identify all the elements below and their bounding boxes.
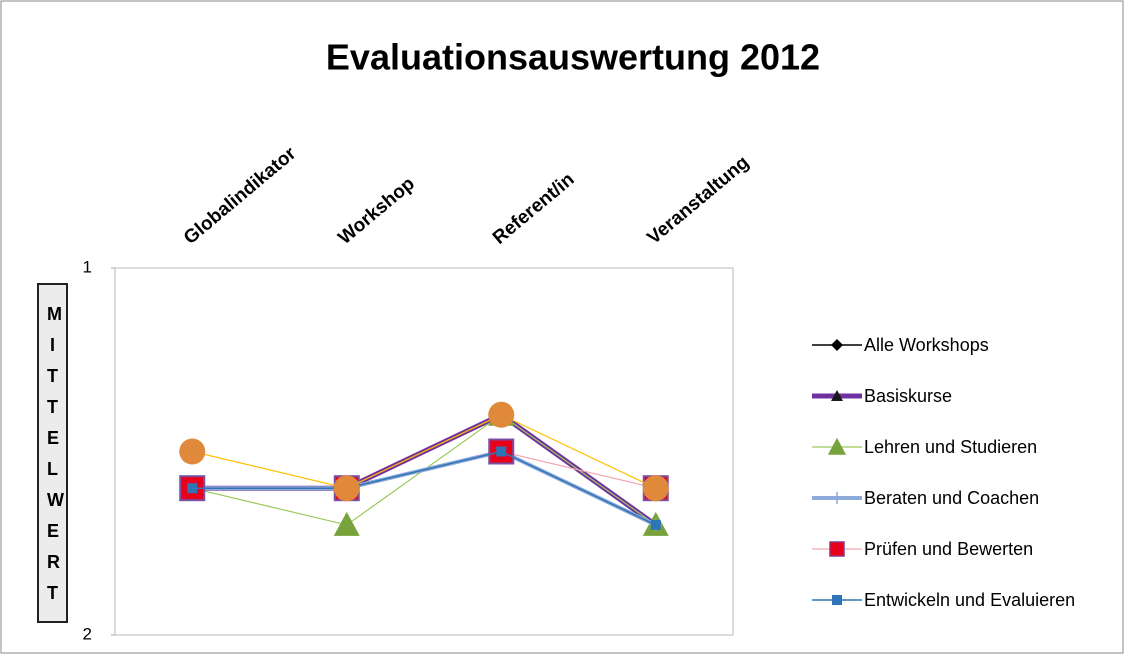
marker xyxy=(831,339,843,351)
x-tick-label: Veranstaltung xyxy=(643,152,753,249)
legend-label: Basiskurse xyxy=(864,386,953,406)
x-tick-label: Workshop xyxy=(334,173,418,249)
marker xyxy=(650,519,661,530)
y-tick-label: 1 xyxy=(83,257,92,276)
legend-item: Alle Workshops xyxy=(810,332,1126,383)
marker xyxy=(179,438,206,465)
series-line xyxy=(192,450,657,526)
legend-symbol xyxy=(812,339,862,351)
legend-label: Beraten und Coachen xyxy=(864,488,1040,508)
legend-item: Beraten und Coachen xyxy=(810,485,1126,536)
marker xyxy=(333,511,360,536)
y-tick-label: 2 xyxy=(83,624,92,643)
legend-item: Basiskurse xyxy=(810,383,1126,434)
marker xyxy=(488,401,515,428)
marker xyxy=(831,492,843,504)
legend-label: Prüfen und Bewerten xyxy=(864,539,1034,559)
marker xyxy=(333,475,360,502)
legend-label: Alle Workshops xyxy=(864,335,989,355)
legend: Alle Workshops Basiskurse Lehren und Studi… xyxy=(810,332,1126,638)
x-tick-label: Referent/in xyxy=(489,169,579,249)
marker xyxy=(187,483,198,494)
marker xyxy=(831,390,843,401)
marker xyxy=(496,446,507,457)
legend-symbol xyxy=(812,492,862,504)
marker xyxy=(827,437,847,455)
plot-area xyxy=(114,267,734,636)
legend-symbol xyxy=(812,437,862,455)
marker xyxy=(832,595,842,605)
legend-item: Lehren und Studieren xyxy=(810,434,1126,485)
legend-item: Prüfen und Bewerten xyxy=(810,536,1126,587)
y-axis-label: MITTELWERT xyxy=(37,283,68,623)
legend-symbol xyxy=(812,541,862,557)
x-tick-label: Globalindikator xyxy=(180,143,301,249)
chart-title: Evaluationsauswertung 2012 xyxy=(326,37,820,78)
marker xyxy=(642,475,669,502)
legend-item: Entwickeln und Evaluieren xyxy=(810,587,1126,638)
legend-symbol xyxy=(812,595,862,605)
legend-label: Entwickeln und Evaluieren xyxy=(864,590,1076,610)
legend-symbol xyxy=(812,390,862,401)
legend-label: Lehren und Studieren xyxy=(864,437,1038,457)
series-line xyxy=(192,414,657,489)
marker xyxy=(829,541,845,557)
